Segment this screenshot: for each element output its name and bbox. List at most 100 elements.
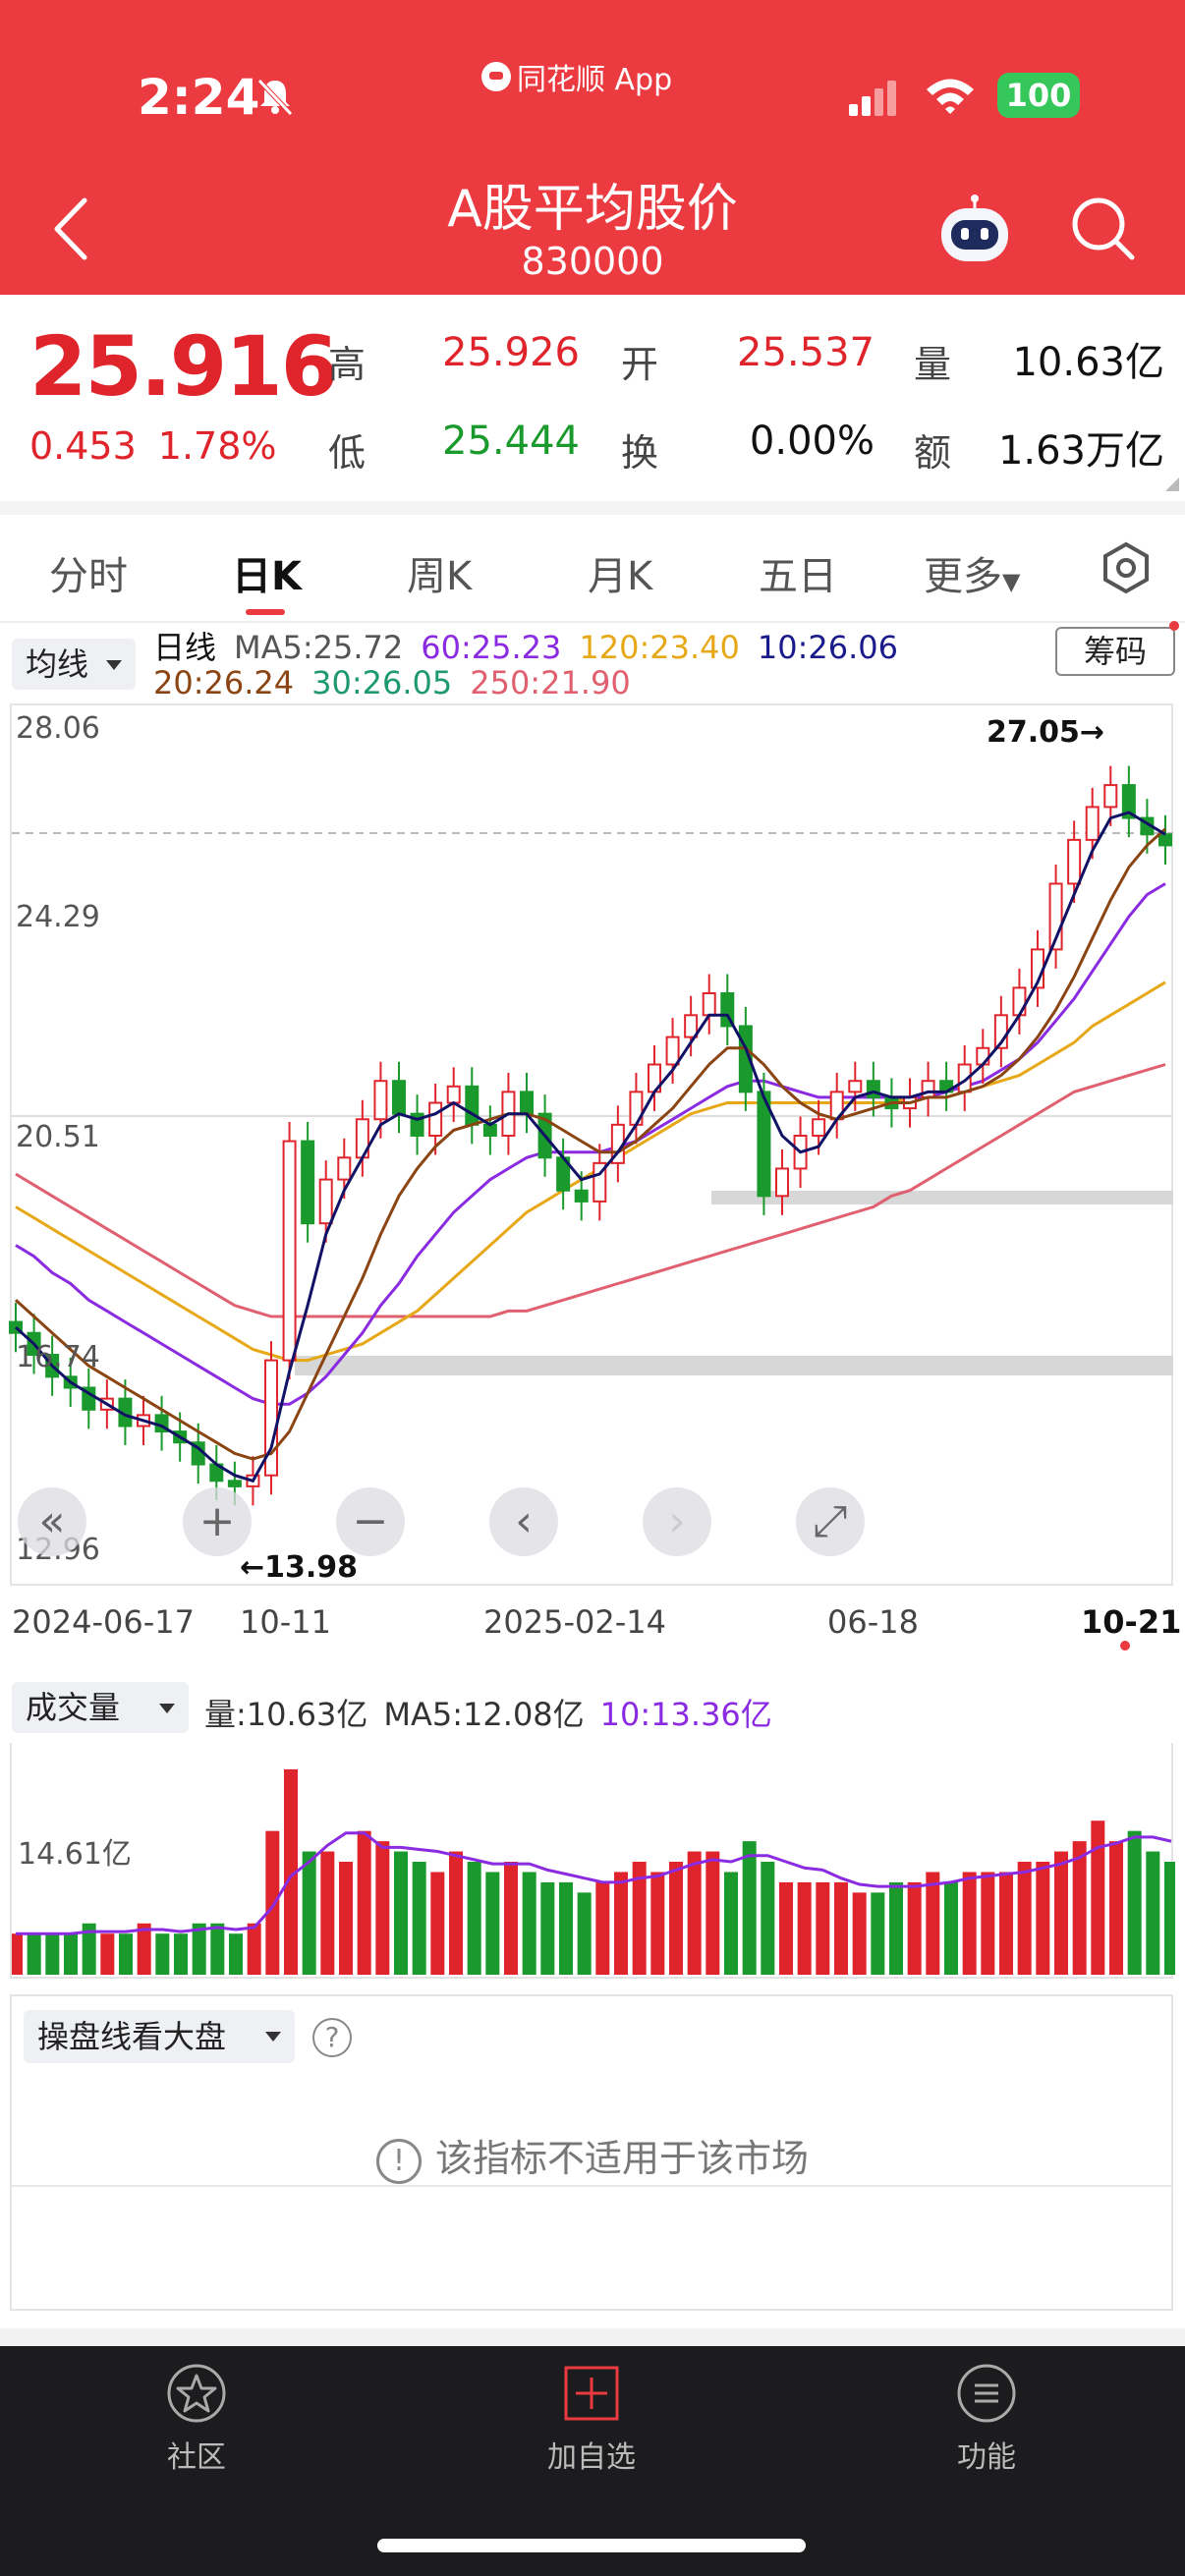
candle-body [446, 1085, 461, 1104]
volume-bar [412, 1862, 426, 1975]
last-price: 25.916 [29, 318, 338, 415]
candle-body [1103, 784, 1118, 809]
help-icon[interactable]: ? [312, 2018, 352, 2057]
volume-bar [64, 1933, 78, 1975]
star-badge-icon [167, 2364, 226, 2423]
candle-body [812, 1118, 826, 1137]
caret-down-icon: ▼ [1002, 568, 1021, 595]
volume-bar [27, 1933, 41, 1975]
price-tick-1: 28.06 [16, 711, 100, 746]
search-icon[interactable] [1067, 193, 1138, 263]
ai-robot-icon[interactable] [935, 193, 1014, 267]
candle-body [82, 1386, 96, 1411]
volume-bar [522, 1872, 536, 1975]
nav-functions[interactable]: 功能 [888, 2362, 1085, 2476]
volume-bar [247, 1923, 261, 1975]
expand-corner-icon[interactable] [1165, 477, 1179, 491]
volume-bar [687, 1851, 702, 1975]
candle-body [775, 1167, 789, 1198]
change-percent: 1.78% [157, 424, 277, 468]
volume-ma5: MA5:12.08亿 [383, 1696, 585, 1733]
volume-bar [999, 1872, 1013, 1975]
ma5-line [14, 811, 1166, 1484]
step-left-button[interactable]: ‹ [489, 1487, 558, 1556]
volume-value: 10.63亿 [1012, 340, 1164, 385]
volume-bar [302, 1851, 316, 1975]
support-band-lower [295, 1356, 1173, 1375]
volume-bar [284, 1768, 298, 1975]
tab-intraday[interactable]: 分时 [49, 554, 128, 599]
candle-body [337, 1156, 352, 1181]
candle-body [757, 1091, 771, 1198]
nav-add-watchlist[interactable]: 加自选 [493, 2362, 690, 2476]
ma30-value: 30:26.05 [311, 664, 453, 701]
zoom-in-button[interactable]: + [183, 1487, 252, 1556]
low-annotation: ←13.98 [240, 1550, 359, 1585]
bottom-navigation: 社区 加自选 功能 [0, 2346, 1185, 2576]
kline-svg[interactable] [0, 703, 1185, 1588]
volume-bar [1091, 1820, 1105, 1975]
scroll-left-double-button[interactable]: « [18, 1487, 86, 1556]
tab-five-day[interactable]: 五日 [759, 554, 837, 599]
volume-legend: 量:10.63亿 MA5:12.08亿 10:13.36亿 [204, 1690, 788, 1735]
ma-selector[interactable]: 均线 [12, 639, 136, 690]
zoom-out-button[interactable]: − [336, 1487, 405, 1556]
tab-weekly-k[interactable]: 周K [407, 554, 473, 599]
candle-body [1158, 833, 1172, 847]
candle-body [301, 1140, 315, 1225]
volume-svg [12, 1768, 1175, 1975]
candle-body [866, 1080, 880, 1098]
volume-bar [650, 1872, 665, 1975]
tab-more-label: 更多 [924, 554, 1002, 599]
tab-more[interactable]: 更多▼ [924, 544, 1020, 601]
volume-bar [1127, 1830, 1142, 1975]
volume-selector[interactable]: 成交量 [12, 1682, 189, 1733]
candle-body [665, 1036, 680, 1066]
volume-bar [559, 1881, 573, 1975]
ma20-value: 20:26.24 [153, 664, 295, 701]
nav-community[interactable]: 社区 [98, 2362, 295, 2476]
ma20-line [14, 827, 1167, 1461]
volume-bar [174, 1933, 188, 1975]
volume-bar [632, 1862, 647, 1975]
ma60-polyline [15, 882, 1166, 1406]
chart-frame [10, 703, 1173, 1586]
volume-bar [724, 1872, 738, 1975]
volume-bar [742, 1841, 757, 1975]
volume-bars [12, 1768, 1175, 1975]
ma250-value: 250:21.90 [470, 664, 631, 701]
candle-body [848, 1080, 863, 1093]
candlestick-chart[interactable]: 28.06 24.29 20.51 16.74 12.96 27.05→ ←13… [0, 703, 1185, 1588]
period-label: 日线 [153, 629, 217, 666]
volume-bar [669, 1862, 683, 1975]
chip-distribution-button[interactable]: 筹码 [1055, 627, 1175, 676]
x-label-5: 10-21 [1081, 1603, 1182, 1641]
ma5-polyline [14, 811, 1166, 1484]
high-label: 高 [328, 343, 367, 386]
volume-bar [100, 1933, 115, 1975]
volume-bar [339, 1862, 353, 1975]
candle-body [1085, 806, 1100, 841]
volume-bar [137, 1923, 151, 1975]
active-tab-indicator [246, 609, 285, 615]
ma5-value: MA5:25.72 [234, 629, 404, 666]
status-time: 2:24 [138, 69, 260, 126]
step-right-button[interactable]: › [643, 1487, 711, 1556]
source-app-badge[interactable]: 同花顺 App [481, 55, 672, 98]
volume-bar [816, 1881, 830, 1975]
indicator-message: ! 该指标不适用于该市场 [0, 2128, 1185, 2184]
low-value: 25.444 [442, 419, 580, 464]
tab-monthly-k[interactable]: 月K [588, 554, 653, 599]
home-indicator[interactable] [377, 2539, 806, 2552]
hexagon-settings-icon[interactable] [1099, 540, 1154, 595]
fullscreen-button[interactable]: ⤢ [796, 1487, 865, 1556]
back-arrow-icon[interactable] [47, 195, 96, 263]
tab-daily-k[interactable]: 日K [232, 554, 302, 599]
indicator-selector[interactable]: 操盘线看大盘 [24, 2010, 295, 2063]
candle-body [520, 1091, 534, 1115]
nav-functions-label: 功能 [957, 2440, 1016, 2475]
volume-chart[interactable] [10, 1743, 1175, 1979]
volume-ma10: 10:13.36亿 [599, 1696, 772, 1733]
volume-bar [210, 1923, 225, 1975]
indicator-panel [10, 1994, 1173, 2311]
